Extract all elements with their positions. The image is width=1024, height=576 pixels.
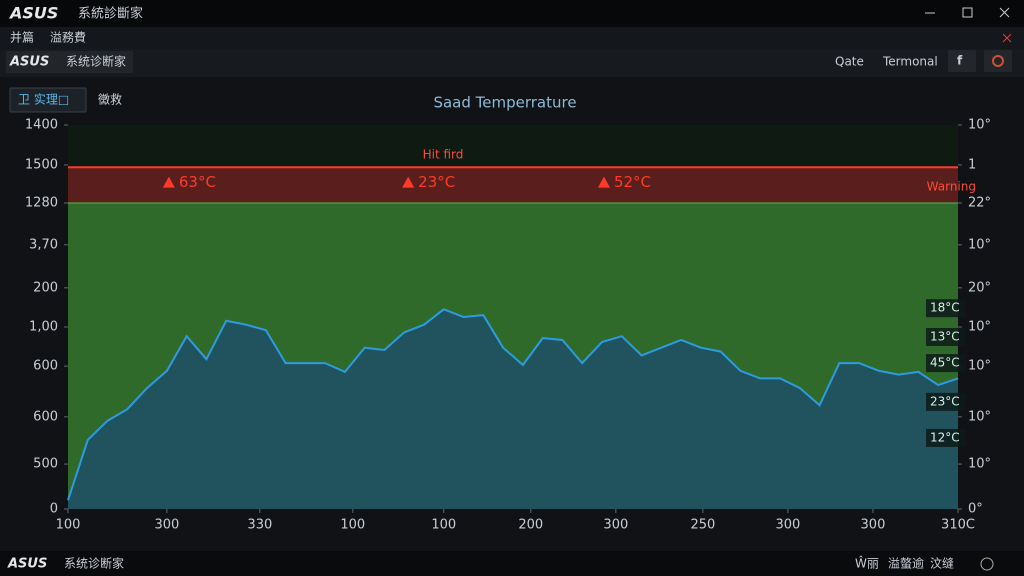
marker-triangle [162,176,175,188]
y2-tick-label: 1 [968,157,976,172]
close[interactable] [999,7,1010,18]
titlebar [0,0,1024,27]
x-tick-label: 250 [690,518,715,533]
x-tick-label: 200 [518,518,543,533]
x-tick-label: 300 [861,518,886,533]
tab[interactable]: 黴救 [98,92,122,107]
callout-label: 18°C [930,301,960,315]
chart-title: Saad Temperrature [433,94,576,112]
callout-label: 45°C [930,356,960,370]
maximize[interactable] [962,7,973,18]
title-logo: ASUS [8,4,58,23]
toolbar-title: 系统诊断家 [66,54,126,69]
toolbar-link[interactable]: Qate [835,55,864,69]
temp-line [67,308,959,501]
callout-label: 13°C [930,329,960,343]
footer [0,551,1024,576]
menu-close[interactable] [1002,33,1012,43]
x-tick-label: 100 [340,518,365,533]
footer-item[interactable]: Ŵ丽 [855,556,879,571]
callout-box [926,354,966,373]
y-tick-label: 1,00 [29,319,58,334]
callout-box [926,327,966,346]
footer-item[interactable]: 溢螫逾 [888,556,924,571]
marker-triangle [597,176,610,188]
menubar [0,27,1024,49]
warning-label: Warning [927,180,976,194]
x-tick-label: 300 [603,518,628,533]
window-title: 系統診斷家 [78,6,143,22]
toolbar-brand [6,51,133,73]
toolbar-logo: ASUS [9,55,49,70]
x-tick-label: 330 [247,518,272,533]
y2-tick-label: 10° [968,237,991,252]
x-tick-label: 310C [941,518,975,533]
icon-button[interactable] [984,50,1012,72]
y2-tick-label: 10° [968,118,991,133]
toolbar-link[interactable]: Termonal [882,55,938,69]
chart: Hit firdWarning1400150012803,702001,0060… [25,118,991,533]
y-tick-label: 1400 [25,118,58,133]
marker-label: 23°C [418,173,455,191]
x-tick-label: 100 [56,518,81,533]
warning-zone [68,167,958,203]
menu-item[interactable]: 并篇 [10,30,34,45]
icon-f: f [957,54,963,68]
toolbar [0,49,1024,77]
footer-logo: ASUS [7,557,47,572]
y-tick-label: 3,70 [29,237,58,252]
callout-box [926,299,966,318]
y-tick-label: 500 [33,457,58,472]
area-fill [68,309,958,509]
y2-tick-label: 10° [968,457,991,472]
y2-tick-label: 20° [968,280,991,295]
y2-tick-label: 10° [968,319,991,334]
callout-box [926,392,966,411]
footer-title: 系统诊断家 [64,556,124,571]
y-tick-label: 600 [33,359,58,374]
callout-box [926,428,966,447]
danger-label: Hit fird [423,148,464,162]
icon-button[interactable] [948,50,976,72]
marker-triangle [402,176,415,188]
callout-label: 12°C [930,430,960,444]
y-tick-label: 1500 [25,157,58,172]
footer-icon[interactable] [980,557,994,571]
y2-tick-label: 10° [968,409,991,424]
y2-tick-label: 10° [968,359,991,374]
tab[interactable]: 卫 实理□ [18,92,69,107]
y2-tick-label: 0° [968,502,983,517]
y-tick-label: 600 [33,409,58,424]
x-tick-label: 300 [154,518,179,533]
footer-item[interactable]: 汶缝 [930,556,954,571]
y-tick-label: 200 [33,280,58,295]
y-tick-label: 0 [50,502,58,517]
callout-label: 23°C [930,394,960,408]
menu-item[interactable]: 溢務費 [50,30,86,45]
y-tick-label: 1280 [25,195,58,210]
marker-label: 63°C [179,173,216,191]
y2-tick-label: 22° [968,195,991,210]
marker-label: 52°C [614,173,651,191]
x-tick-label: 100 [431,518,456,533]
x-tick-label: 300 [775,518,800,533]
tab-active[interactable] [9,87,87,113]
icon-circle [992,55,1004,67]
